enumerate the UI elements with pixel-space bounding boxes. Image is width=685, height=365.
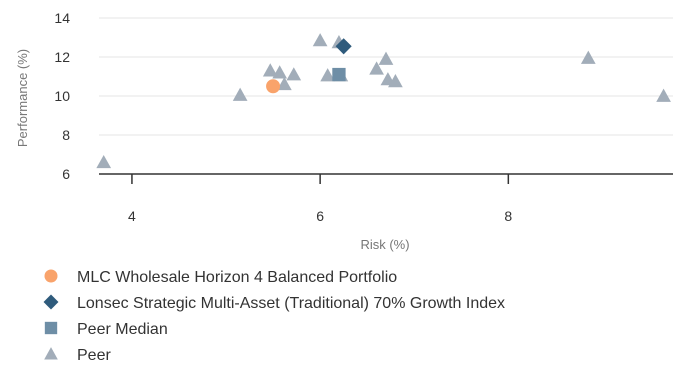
triangle-point [388,74,403,88]
triangle-point [312,33,328,47]
legend-label: Peer Median [77,321,168,338]
legend-label: MLC Wholesale Horizon 4 Balanced Portfol… [77,269,397,286]
square-point [332,67,346,82]
legend: MLC Wholesale Horizon 4 Balanced Portfol… [43,269,505,364]
triangle-point [96,154,112,169]
legend-square-icon [44,321,58,335]
triangle-point [286,67,302,81]
triangle-point [378,51,394,65]
legend-label: Peer [77,347,111,364]
triangle-point [580,50,596,64]
x-tick-label: 8 [504,208,512,224]
triangle-point [262,63,278,77]
diamond-point [335,38,352,55]
legend-triangle-icon [44,347,58,360]
data-points [96,33,671,169]
triangle-point [277,76,292,91]
x-axis-ticks: 4 6 8 [128,174,512,224]
legend-label: Lonsec Strategic Multi-Asset (Traditiona… [77,295,505,312]
triangle-point [656,88,671,102]
x-axis-label: Risk (%) [360,237,409,252]
y-tick-label: 10 [54,88,70,104]
legend-diamond-icon [43,294,59,310]
y-tick-label: 6 [62,166,70,182]
y-tick-label: 14 [54,10,70,26]
triangle-point [272,65,288,79]
x-tick-label: 6 [316,208,324,224]
y-axis-ticks: 6 8 10 12 14 [54,10,70,182]
y-tick-label: 12 [54,49,70,65]
x-tick-label: 4 [128,208,136,224]
triangle-point [232,87,248,101]
y-axis-label: Performance (%) [15,49,30,147]
circle-point [266,79,281,94]
triangle-point [369,61,384,75]
legend-circle-icon [44,269,58,283]
triangle-point [320,68,336,82]
y-tick-label: 8 [62,127,70,143]
